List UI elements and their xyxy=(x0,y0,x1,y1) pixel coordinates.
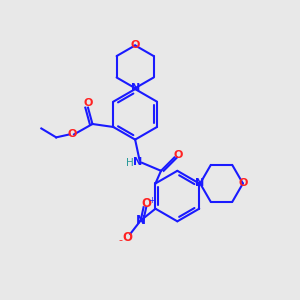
Text: O: O xyxy=(239,178,248,188)
Text: O: O xyxy=(123,231,133,244)
Text: N: N xyxy=(134,157,143,167)
Text: O: O xyxy=(173,150,183,160)
Text: O: O xyxy=(141,197,151,210)
Text: O: O xyxy=(68,129,77,140)
Text: O: O xyxy=(130,40,140,50)
Text: +: + xyxy=(148,196,155,205)
Text: N: N xyxy=(196,178,205,188)
Text: N: N xyxy=(130,83,140,93)
Text: N: N xyxy=(136,214,146,227)
Text: -: - xyxy=(119,236,123,245)
Text: H: H xyxy=(126,158,134,168)
Text: O: O xyxy=(83,98,93,108)
